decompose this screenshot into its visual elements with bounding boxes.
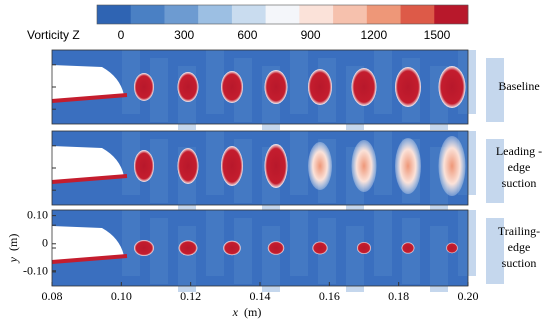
flow-streak bbox=[262, 226, 280, 292]
vortex bbox=[264, 144, 288, 188]
flow-streak bbox=[486, 58, 504, 122]
colorbar-swatch bbox=[366, 5, 401, 24]
flow-streak bbox=[234, 218, 252, 284]
airfoil bbox=[52, 146, 124, 182]
vortex bbox=[438, 66, 466, 108]
colorbar-swatch bbox=[333, 5, 368, 24]
colorbar-tick-label: 0 bbox=[118, 28, 125, 42]
panel-label: suction bbox=[502, 256, 537, 270]
panel-label: Leading - bbox=[496, 144, 542, 158]
colorbar-swatch bbox=[400, 5, 435, 24]
colorbar-swatch bbox=[265, 5, 300, 24]
vortex bbox=[351, 140, 377, 192]
vortex bbox=[177, 148, 199, 184]
flow-streak bbox=[346, 226, 364, 292]
colorbar-swatch bbox=[97, 5, 132, 24]
colorbar-label: Vorticity Z bbox=[27, 28, 80, 42]
colorbar-swatch bbox=[198, 5, 233, 24]
vortex bbox=[357, 242, 371, 254]
x-tick-label: 0.20 bbox=[458, 289, 479, 303]
panel-label: edge bbox=[508, 240, 531, 254]
vortex bbox=[221, 71, 243, 103]
x-tick-label: 0.12 bbox=[180, 289, 201, 303]
flow-streak bbox=[122, 50, 140, 114]
flow-streak bbox=[430, 226, 448, 292]
x-tick-label: 0.18 bbox=[388, 289, 409, 303]
flow-streak bbox=[206, 210, 224, 276]
colorbar-swatch bbox=[299, 5, 334, 24]
shear-layer bbox=[51, 174, 128, 184]
y-tick-label: 0 bbox=[42, 236, 48, 250]
vortex bbox=[308, 69, 332, 105]
x-tick-label: 0.16 bbox=[319, 289, 340, 303]
x-tick-label: 0.08 bbox=[42, 289, 63, 303]
flow-streak bbox=[234, 58, 252, 122]
vortex bbox=[351, 68, 377, 106]
airfoil bbox=[52, 65, 124, 101]
panel-label: edge bbox=[508, 160, 531, 174]
vortex bbox=[308, 142, 332, 190]
vortex bbox=[395, 67, 421, 107]
flow-streak bbox=[122, 210, 140, 276]
colorbar-swatch bbox=[434, 5, 469, 24]
vortex bbox=[177, 72, 199, 102]
flow-streak bbox=[290, 210, 308, 276]
x-tick-label: 0.10 bbox=[111, 289, 132, 303]
vortex bbox=[446, 242, 458, 254]
flow-streak bbox=[374, 210, 392, 276]
colorbar-tick-label: 300 bbox=[174, 28, 194, 42]
flow-streak bbox=[206, 131, 224, 195]
x-tick-label: 0.14 bbox=[250, 289, 271, 303]
colorbar-tick-label: 1200 bbox=[360, 28, 387, 42]
vortex bbox=[438, 136, 466, 196]
colorbar-swatch bbox=[164, 5, 199, 24]
flow-streak bbox=[458, 210, 476, 276]
vortex bbox=[134, 240, 154, 256]
flow-streak bbox=[290, 50, 308, 114]
vortex bbox=[395, 138, 421, 194]
flow-streak bbox=[122, 131, 140, 195]
vortex bbox=[264, 70, 288, 104]
vortex bbox=[134, 73, 154, 101]
colorbar-tick-label: 900 bbox=[301, 28, 321, 42]
flow-streak bbox=[374, 131, 392, 195]
colorbar-swatch bbox=[231, 5, 266, 24]
panel-label: Baseline bbox=[498, 79, 539, 93]
flow-streak bbox=[206, 50, 224, 114]
flow-streak bbox=[290, 131, 308, 195]
y-axis-label: y(m) bbox=[6, 234, 20, 264]
x-axis-label: x (m) bbox=[232, 305, 262, 319]
colorbar-tick-label: 1500 bbox=[424, 28, 451, 42]
flow-streak bbox=[178, 226, 196, 292]
flow-streak bbox=[486, 218, 504, 284]
y-tick-label: -0.10 bbox=[23, 264, 48, 278]
colorbar-frame bbox=[96, 4, 469, 25]
vortex bbox=[221, 146, 243, 186]
flow-streak bbox=[150, 58, 168, 122]
vortex bbox=[223, 240, 241, 256]
flow-streak bbox=[318, 218, 336, 284]
panel-label: Trailing- bbox=[498, 224, 540, 238]
flow-streak bbox=[486, 139, 504, 203]
vortex bbox=[267, 241, 285, 255]
y-tick-label: 0.10 bbox=[27, 207, 48, 221]
vortex bbox=[312, 241, 328, 255]
shear-layer bbox=[51, 254, 128, 264]
flow-streak bbox=[374, 50, 392, 114]
vortex bbox=[178, 240, 198, 256]
shear-layer bbox=[51, 93, 128, 103]
airfoil bbox=[52, 226, 124, 262]
vortex bbox=[401, 242, 415, 254]
flow-streak bbox=[150, 139, 168, 203]
panels bbox=[51, 49, 504, 292]
flow-streak bbox=[150, 218, 168, 284]
colorbar-swatch bbox=[130, 5, 165, 24]
panel-label: suction bbox=[502, 176, 537, 190]
colorbar-tick-label: 600 bbox=[237, 28, 257, 42]
vortex bbox=[134, 150, 154, 182]
